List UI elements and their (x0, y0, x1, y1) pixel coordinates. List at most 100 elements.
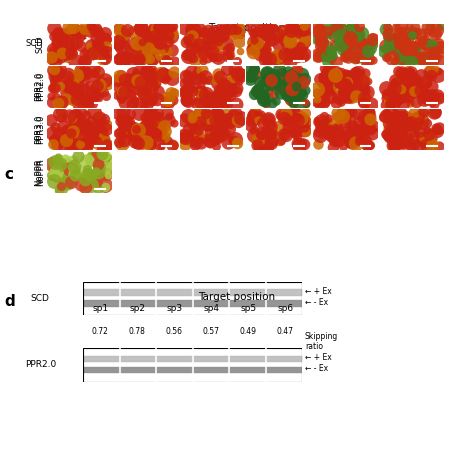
Point (145, 45, 152, 52)
Point (426, 68, 434, 75)
Point (225, 90, 233, 98)
Point (85, 137, 92, 145)
Point (347, 130, 355, 137)
Point (246, 121, 254, 129)
Point (284, 27, 292, 34)
Point (211, 37, 219, 45)
Point (77, 124, 85, 131)
Point (209, 133, 217, 140)
Point (325, 130, 333, 138)
Point (145, 116, 152, 124)
Point (250, 65, 257, 73)
Point (299, 91, 307, 98)
Point (145, 123, 152, 130)
Point (142, 138, 149, 146)
Point (323, 70, 331, 77)
Point (358, 77, 365, 84)
Point (140, 90, 148, 98)
Point (49, 140, 57, 148)
Point (332, 25, 340, 33)
Point (212, 112, 219, 120)
Point (276, 81, 283, 89)
Point (270, 130, 277, 137)
Point (417, 117, 424, 125)
Point (405, 120, 413, 128)
Point (119, 30, 127, 37)
Point (220, 83, 228, 91)
Point (196, 44, 203, 52)
Point (68, 178, 75, 186)
Point (361, 75, 368, 83)
Point (330, 119, 337, 127)
Point (117, 71, 124, 79)
Point (57, 99, 65, 106)
Point (52, 73, 60, 81)
Point (218, 90, 226, 98)
Point (66, 165, 74, 173)
Point (255, 137, 263, 144)
Point (149, 77, 157, 84)
Point (87, 91, 94, 99)
Point (392, 114, 400, 121)
Point (350, 37, 358, 45)
Point (409, 47, 416, 55)
Point (359, 39, 367, 47)
Text: sp1: sp1 (71, 32, 88, 41)
Point (233, 57, 241, 64)
Point (387, 93, 395, 100)
Point (335, 23, 343, 30)
Point (85, 69, 92, 77)
Point (428, 58, 436, 65)
Point (349, 45, 356, 53)
Point (97, 35, 104, 43)
Point (267, 80, 275, 88)
Point (391, 123, 399, 130)
Point (170, 141, 178, 149)
Point (315, 128, 322, 136)
Point (152, 79, 159, 87)
Point (264, 76, 272, 84)
Point (387, 98, 394, 105)
Point (327, 93, 335, 100)
Point (201, 76, 208, 84)
Point (280, 114, 288, 122)
Point (212, 109, 220, 117)
Point (101, 183, 109, 191)
Point (118, 131, 126, 138)
Point (67, 143, 75, 150)
Point (411, 114, 419, 121)
Point (392, 139, 400, 146)
Point (180, 79, 187, 87)
Point (84, 170, 92, 177)
Point (168, 46, 176, 54)
Point (264, 117, 271, 124)
Point (200, 41, 208, 49)
Point (53, 51, 60, 59)
Point (198, 87, 205, 95)
Point (316, 120, 323, 128)
Point (117, 55, 125, 63)
Point (266, 122, 274, 129)
Point (153, 128, 161, 136)
Point (182, 73, 190, 80)
Point (97, 77, 105, 85)
Point (432, 125, 439, 132)
Point (364, 55, 371, 63)
Point (344, 114, 351, 122)
Point (248, 28, 255, 36)
Point (164, 97, 172, 104)
Point (353, 139, 360, 146)
Point (68, 40, 75, 47)
Point (54, 29, 62, 36)
Point (88, 41, 95, 49)
Point (286, 86, 293, 93)
Point (410, 128, 418, 135)
Text: PPR2.0: PPR2.0 (36, 72, 45, 101)
Point (288, 24, 296, 32)
Point (89, 46, 97, 54)
Point (299, 44, 306, 52)
Point (82, 57, 90, 64)
Point (383, 90, 391, 98)
Point (225, 116, 233, 124)
Point (195, 90, 203, 97)
